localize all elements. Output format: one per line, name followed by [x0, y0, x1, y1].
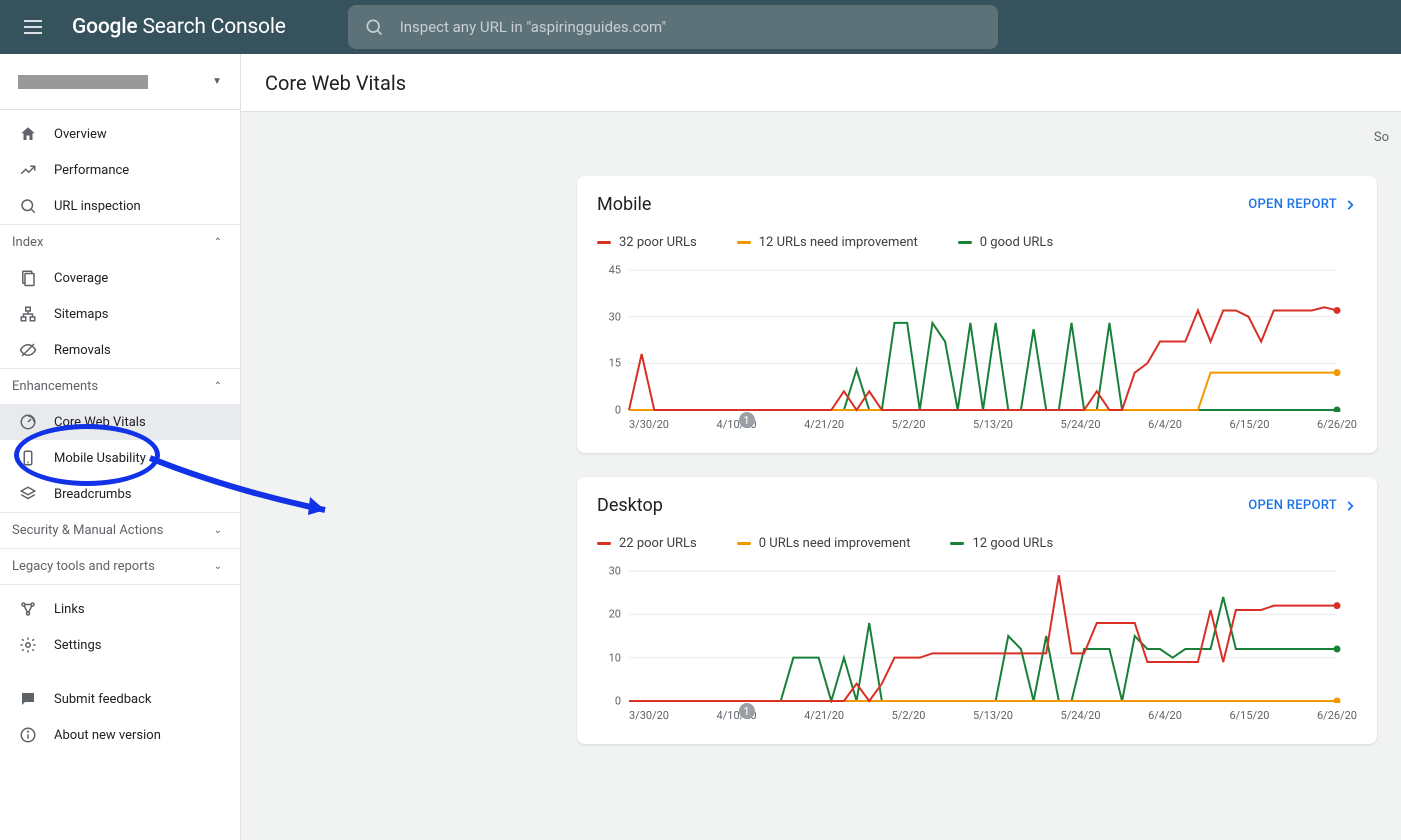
sidebar-item-sitemaps[interactable]: Sitemaps: [0, 296, 240, 332]
sidebar-item-links[interactable]: Links: [0, 591, 240, 627]
sidebar-item-label: Coverage: [54, 271, 108, 286]
open-report-button[interactable]: OPEN REPORT: [1248, 197, 1357, 212]
sidebar-item-mobile-usability[interactable]: Mobile Usability: [0, 440, 240, 476]
chevron-down-icon: ⌄: [214, 525, 222, 536]
chat-icon: [18, 689, 38, 709]
sidebar-section-index[interactable]: Index ⌃: [0, 224, 240, 260]
legend-poor: 22 poor URLs: [597, 536, 697, 551]
chevron-down-icon: ▼: [212, 76, 222, 87]
section-label: Index: [12, 235, 43, 250]
layout: ▼ Overview Performance URL inspection In…: [0, 54, 1401, 840]
section-label: Legacy tools and reports: [12, 559, 155, 574]
sidebar-item-label: Overview: [54, 127, 107, 142]
sidebar-item-breadcrumbs[interactable]: Breadcrumbs: [0, 476, 240, 512]
legend-poor: 32 poor URLs: [597, 235, 697, 250]
trending-icon: [18, 160, 38, 180]
page-title: Core Web Vitals: [241, 54, 1401, 112]
sidebar-item-label: URL inspection: [54, 199, 141, 214]
pages-icon: [18, 268, 38, 288]
sidebar-item-removals[interactable]: Removals: [0, 332, 240, 368]
sidebar-item-settings[interactable]: Settings: [0, 627, 240, 663]
legend-improvement: 12 URLs need improvement: [737, 235, 918, 250]
sidebar-item-label: Breadcrumbs: [54, 487, 131, 502]
x-axis: 3/30/204/10/204/21/205/2/205/13/205/24/2…: [585, 703, 1357, 736]
mobile-chart: 01530451: [585, 262, 1357, 412]
mobile-icon: [18, 448, 38, 468]
top-bar: Google Search Console: [0, 0, 1401, 54]
main: Core Web Vitals So Mobile OPEN REPORT 32…: [241, 54, 1401, 840]
speed-icon: [18, 412, 38, 432]
chevron-up-icon: ⌃: [214, 237, 222, 248]
sidebar-item-coverage[interactable]: Coverage: [0, 260, 240, 296]
sidebar-item-label: Settings: [54, 638, 101, 653]
sitemap-icon: [18, 304, 38, 324]
open-report-label: OPEN REPORT: [1248, 498, 1337, 513]
chevron-up-icon: ⌃: [214, 381, 222, 392]
sidebar-item-label: Links: [54, 602, 85, 617]
link-icon: [18, 599, 38, 619]
content: Mobile OPEN REPORT 32 poor URLs 12 URLs …: [241, 152, 1401, 768]
card-title: Desktop: [597, 495, 663, 516]
property-selector[interactable]: ▼: [0, 54, 240, 110]
search-box[interactable]: [348, 5, 998, 49]
sidebar-item-url-inspection[interactable]: URL inspection: [0, 188, 240, 224]
legend-improvement: 0 URLs need improvement: [737, 536, 911, 551]
chevron-down-icon: ⌄: [214, 561, 222, 572]
legend: 32 poor URLs 12 URLs need improvement 0 …: [577, 223, 1377, 254]
sidebar-item-about[interactable]: About new version: [0, 717, 240, 753]
open-report-button[interactable]: OPEN REPORT: [1248, 498, 1357, 513]
search-icon: [18, 196, 38, 216]
logo-product: Search Console: [137, 15, 285, 39]
search-icon: [364, 17, 384, 37]
section-label: Security & Manual Actions: [12, 523, 163, 538]
section-label: Enhancements: [12, 379, 98, 394]
home-icon: [18, 124, 38, 144]
sidebar-item-label: Core Web Vitals: [54, 415, 146, 430]
sidebar-item-label: About new version: [54, 728, 161, 743]
gear-icon: [18, 635, 38, 655]
property-redacted: [18, 75, 148, 89]
sidebar-section-legacy[interactable]: Legacy tools and reports ⌄: [0, 548, 240, 584]
sub-bar-text: So: [1374, 130, 1389, 145]
sidebar-section-security[interactable]: Security & Manual Actions ⌄: [0, 512, 240, 548]
sidebar-item-overview[interactable]: Overview: [0, 116, 240, 152]
legend-good: 12 good URLs: [950, 536, 1053, 551]
mobile-card: Mobile OPEN REPORT 32 poor URLs 12 URLs …: [577, 176, 1377, 453]
search-input[interactable]: [400, 18, 982, 36]
desktop-card: Desktop OPEN REPORT 22 poor URLs 0 URLs …: [577, 477, 1377, 744]
search-container: [348, 5, 998, 49]
chevron-right-icon: [1343, 499, 1357, 513]
logo-google: Google: [72, 15, 137, 39]
logo: Google Search Console: [72, 15, 286, 39]
sidebar-item-core-web-vitals[interactable]: Core Web Vitals: [0, 404, 240, 440]
sidebar-item-label: Removals: [54, 343, 111, 358]
sidebar-item-label: Sitemaps: [54, 307, 109, 322]
sub-bar: So: [241, 112, 1401, 152]
sidebar-item-label: Submit feedback: [54, 692, 151, 707]
x-axis: 3/30/204/10/204/21/205/2/205/13/205/24/2…: [585, 412, 1357, 445]
menu-icon[interactable]: [12, 3, 60, 51]
card-title: Mobile: [597, 194, 651, 215]
layers-icon: [18, 484, 38, 504]
sidebar-item-feedback[interactable]: Submit feedback: [0, 681, 240, 717]
sidebar-section-enhancements[interactable]: Enhancements ⌃: [0, 368, 240, 404]
open-report-label: OPEN REPORT: [1248, 197, 1337, 212]
desktop-chart: 01020301: [585, 563, 1357, 703]
legend-good: 0 good URLs: [958, 235, 1053, 250]
sidebar-item-label: Mobile Usability: [54, 451, 146, 466]
sidebar-item-performance[interactable]: Performance: [0, 152, 240, 188]
chevron-right-icon: [1343, 198, 1357, 212]
eye-off-icon: [18, 340, 38, 360]
sidebar: ▼ Overview Performance URL inspection In…: [0, 54, 241, 840]
info-icon: [18, 725, 38, 745]
legend: 22 poor URLs 0 URLs need improvement 12 …: [577, 524, 1377, 555]
sidebar-item-label: Performance: [54, 163, 129, 178]
